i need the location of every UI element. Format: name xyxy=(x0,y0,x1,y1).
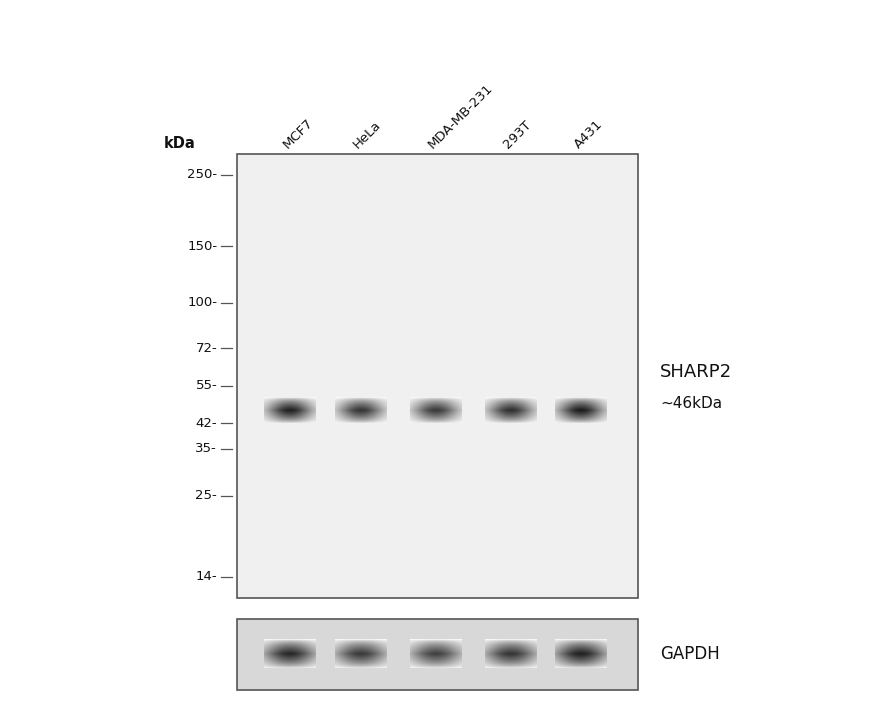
Bar xyxy=(236,619,638,689)
Text: 14-: 14- xyxy=(195,570,218,583)
Text: 42-: 42- xyxy=(195,417,218,430)
Text: 55-: 55- xyxy=(195,379,218,393)
Text: MCF7: MCF7 xyxy=(281,116,315,151)
Text: HeLa: HeLa xyxy=(351,118,384,151)
Text: 100-: 100- xyxy=(187,296,218,309)
Text: ~46kDa: ~46kDa xyxy=(660,396,722,411)
Text: MDA-MB-231: MDA-MB-231 xyxy=(426,81,496,151)
Text: 35-: 35- xyxy=(195,442,218,455)
Text: 250-: 250- xyxy=(187,168,218,182)
Text: A431: A431 xyxy=(572,117,606,151)
Bar xyxy=(236,154,638,598)
Text: SHARP2: SHARP2 xyxy=(660,363,733,381)
Text: GAPDH: GAPDH xyxy=(660,645,720,663)
Text: 72-: 72- xyxy=(195,342,218,355)
Text: 150-: 150- xyxy=(187,239,218,253)
Text: 25-: 25- xyxy=(195,489,218,502)
Text: kDa: kDa xyxy=(163,136,195,151)
Text: 293T: 293T xyxy=(501,118,534,151)
